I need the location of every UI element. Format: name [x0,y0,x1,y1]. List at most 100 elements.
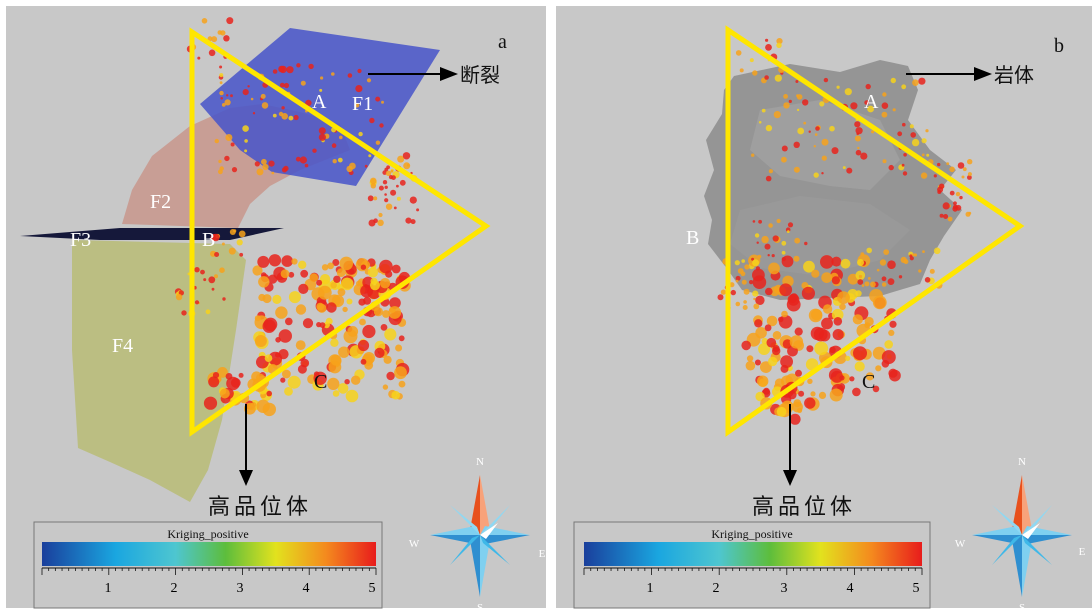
anomaly-spot [208,49,216,57]
anomaly-spot [288,115,294,121]
anomaly-spot [879,259,887,266]
anomaly-spot [373,307,383,317]
anomaly-spot [382,384,389,390]
anomaly-spot [281,106,285,110]
anomaly-spot [918,77,926,85]
anomaly-spot [925,129,929,133]
anomaly-spot [291,258,298,265]
anomaly-spot [909,256,914,261]
anomaly-spot [394,366,407,380]
anomaly-spot [823,77,829,83]
anomaly-spot [793,166,800,173]
anomaly-spot [293,114,299,121]
anomaly-spot [867,277,871,280]
anomaly-spot [238,372,244,378]
anomaly-spot [281,167,288,173]
anomaly-spot [946,162,950,166]
compass-a-east: E [539,548,546,560]
anomaly-spot [754,359,761,366]
anomaly-spot [373,218,378,223]
anomaly-spot [250,97,254,101]
anomaly-spot [380,324,388,331]
anomaly-spot [373,196,378,201]
legend-b-tick-2: 2 [713,581,720,596]
anomaly-spot [337,383,349,394]
anomaly-spot [384,167,389,172]
anomaly-spot [761,108,766,113]
anomaly-spot [321,264,329,271]
anomaly-spot [302,318,314,329]
anomaly-spot [271,171,275,175]
anomaly-spot [391,390,401,400]
anomaly-spot [768,169,774,174]
legend-a-ticks [41,567,377,575]
anomaly-spot [783,94,788,99]
anomaly-spot [375,140,381,145]
anomaly-spot [947,216,953,222]
anomaly-spot [821,172,824,175]
anomaly-spot [910,132,916,138]
anomaly-spot [912,79,919,86]
triangle-outline [189,27,491,437]
anomaly-spot [385,203,393,210]
anomaly-spot [398,380,406,388]
anomaly-spot [821,155,827,161]
anomaly-spot [365,357,372,364]
anomaly-spot [787,222,794,228]
fault-label-f4: F4 [112,335,133,357]
anomaly-spot [220,30,226,36]
anomaly-spot [344,379,350,385]
anomaly-spot [922,250,925,254]
anomaly-spot [391,175,396,181]
anomaly-spot [355,85,363,93]
anomaly-spot [804,397,816,409]
anomaly-spot [959,195,963,200]
anomaly-spot [737,268,744,274]
anomaly-spot [327,262,334,270]
anomaly-spot [734,260,740,266]
anomaly-spot [901,84,907,90]
anomaly-spot [881,111,888,118]
anomaly-spot [383,355,392,364]
anomaly-spot [920,172,928,179]
anomaly-spot [327,377,340,390]
anomaly-spot [768,356,778,367]
anomaly-spot [814,341,829,356]
anomaly-spot [772,345,780,353]
anomaly-spot [768,223,773,228]
anomaly-spot [890,77,896,84]
anomaly-spot [789,335,804,349]
anomaly-spot [792,401,803,413]
legend-b-tick-1: 1 [647,581,654,596]
anomaly-spot [882,92,887,97]
anomaly-spot [288,291,301,304]
anomaly-spot [806,345,814,353]
anomaly-spot [881,276,887,282]
anomaly-spot [398,335,405,342]
anomaly-spot [299,156,307,164]
anomaly-spot [252,112,256,115]
anomaly-spot [884,340,893,349]
anomaly-spot [378,212,383,218]
anomaly-spot [898,275,903,279]
fault-plane-f1 [200,28,440,186]
anomaly-spot [297,364,307,374]
anomaly-spot [842,166,846,170]
compass-a-south: S [477,602,483,614]
anomaly-spot [876,268,880,272]
anomaly-spot [379,259,393,274]
anomaly-spot [793,141,800,148]
anomaly-spot [831,276,841,285]
anomaly-spot [813,145,816,148]
vertex-label-b: B [202,229,215,251]
anomaly-spot [266,390,273,397]
anomaly-spot [786,230,790,234]
vertex-label-b-b: B [686,227,699,249]
anomaly-spot [331,143,337,148]
compass-a-west: W [409,538,420,550]
anomaly-spot [875,365,882,372]
anomaly-spot [781,310,788,318]
anomaly-spot [295,156,301,162]
anomaly-spot [752,275,767,290]
anomaly-spot [720,289,727,295]
